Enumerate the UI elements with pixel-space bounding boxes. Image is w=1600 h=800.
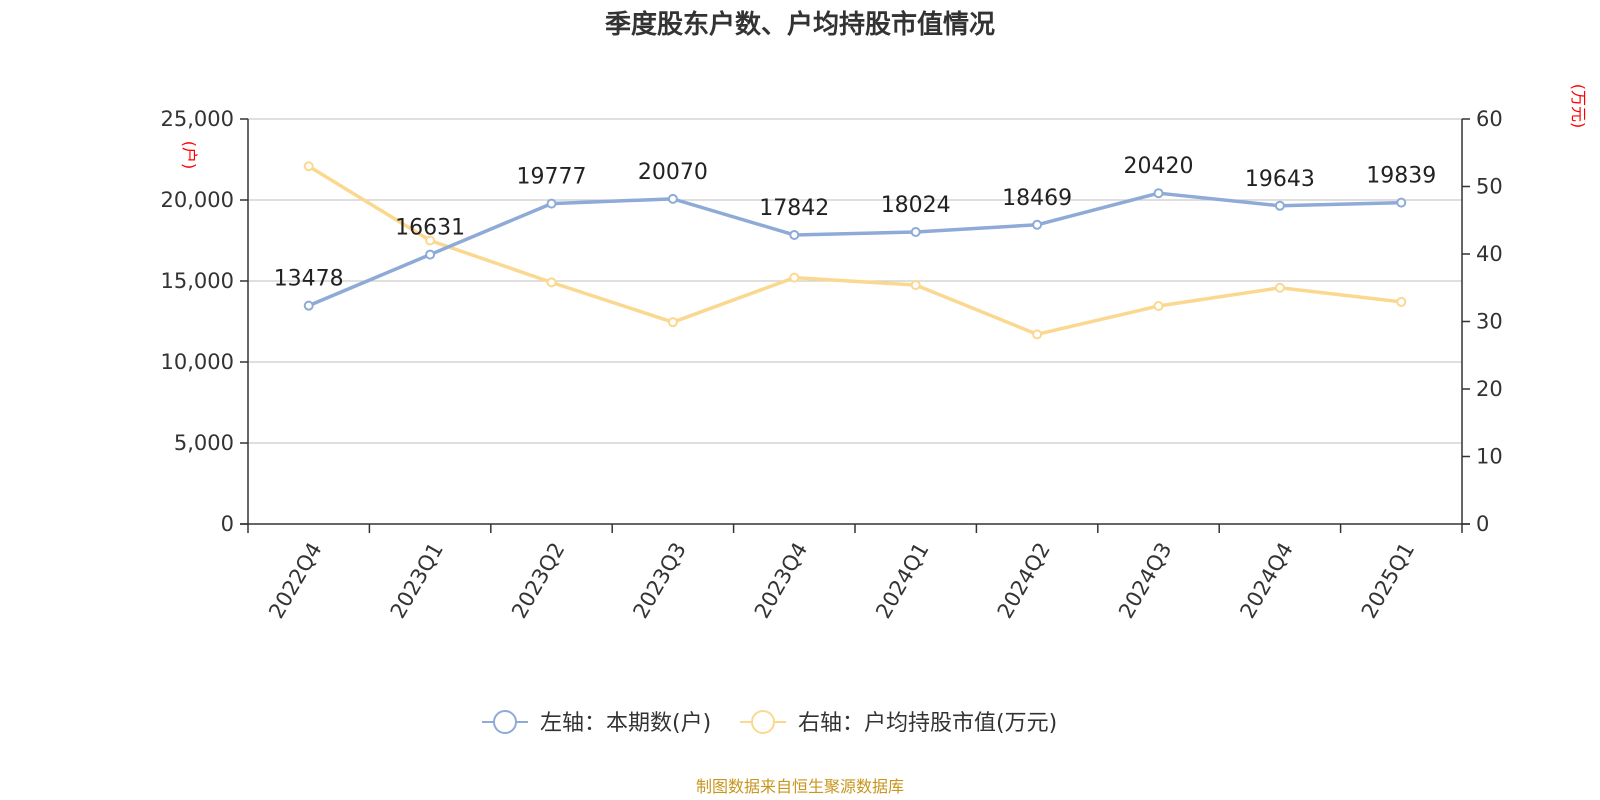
series-1-point-9: [1396, 296, 1407, 307]
left-axis-unit: (户): [180, 141, 199, 170]
x-tick-label-9: 2025Q1: [1357, 538, 1419, 622]
series-0-point-0: [303, 300, 314, 311]
right-tick-label-3: 30: [1476, 310, 1503, 334]
x-tick-label-7: 2024Q3: [1114, 538, 1176, 622]
right-axis-unit: (万元): [1569, 84, 1588, 129]
series-1-point-0: [303, 161, 314, 172]
legend-label-0: 左轴：本期数(户): [540, 711, 711, 736]
data-label-3: 20070: [638, 160, 708, 185]
series-0-point-5: [910, 227, 921, 238]
series-0-point-3: [667, 193, 678, 204]
data-label-6: 18469: [1002, 186, 1072, 211]
series-line-0: [308, 191, 1402, 308]
series-0-point-2: [546, 198, 557, 209]
data-label-1: 16631: [395, 216, 465, 241]
x-tick-label-8: 2024Q4: [1235, 538, 1297, 622]
left-tick-label-1: 5,000: [174, 431, 234, 455]
x-tick-label-2: 2023Q2: [507, 538, 569, 622]
x-tick-label-3: 2023Q3: [628, 538, 690, 622]
data-label-7: 20420: [1124, 154, 1194, 179]
x-tick-label-1: 2023Q1: [386, 538, 448, 622]
series-1-point-6: [1032, 329, 1043, 340]
series-1-point-3: [667, 317, 678, 328]
left-tick-label-4: 20,000: [161, 188, 234, 212]
series-0-point-9: [1396, 197, 1407, 208]
series-0-point-7: [1153, 188, 1164, 199]
right-tick-label-6: 60: [1476, 107, 1503, 131]
right-tick-label-0: 0: [1476, 512, 1489, 536]
x-tick-label-6: 2024Q2: [993, 538, 1055, 622]
data-label-0: 13478: [274, 267, 344, 292]
left-tick-label-0: 0: [221, 512, 234, 536]
right-tick-label-5: 50: [1476, 175, 1503, 199]
right-tick-label-1: 10: [1476, 445, 1503, 469]
series-group: [303, 161, 1407, 340]
series-1-point-1: [425, 235, 436, 246]
left-tick-label-2: 10,000: [161, 350, 234, 374]
legend-marker-1: [751, 710, 775, 734]
legend: 左轴：本期数(户) 右轴：户均持股市值(万元): [482, 710, 1057, 736]
data-label-8: 19643: [1245, 167, 1315, 192]
series-1-point-5: [910, 280, 921, 291]
data-label-4: 17842: [759, 196, 829, 221]
right-tick-label-2: 20: [1476, 377, 1503, 401]
data-label-9: 19839: [1366, 164, 1436, 189]
series-1-point-7: [1153, 300, 1164, 311]
right-tick-label-4: 40: [1476, 242, 1503, 266]
x-tick-label-4: 2023Q4: [750, 538, 812, 622]
data-label-2: 19777: [517, 165, 587, 190]
series-0-point-6: [1032, 219, 1043, 230]
legend-label-1: 右轴：户均持股市值(万元): [798, 711, 1057, 736]
left-tick-label-3: 15,000: [161, 269, 234, 293]
data-labels: 13478 16631 19777 20070 17842 18024 18469 20420…: [274, 154, 1437, 291]
x-tick-label-0: 2022Q4: [264, 538, 326, 622]
series-0-point-1: [425, 249, 436, 260]
series-1-point-8: [1274, 282, 1285, 293]
data-label-5: 18024: [881, 193, 951, 218]
x-tick-label-5: 2024Q1: [871, 538, 933, 622]
series-1-point-4: [789, 272, 800, 283]
left-tick-label-5: 25,000: [161, 107, 234, 131]
source-note: 制图数据来自恒生聚源数据库: [696, 777, 904, 796]
series-0-point-4: [789, 229, 800, 240]
chart-title: 季度股东户数、户均持股市值情况: [605, 9, 995, 40]
legend-marker-0: [493, 710, 517, 734]
series-0-point-8: [1274, 200, 1285, 211]
series-1-point-2: [546, 277, 557, 288]
series-line-1: [307, 164, 1402, 337]
